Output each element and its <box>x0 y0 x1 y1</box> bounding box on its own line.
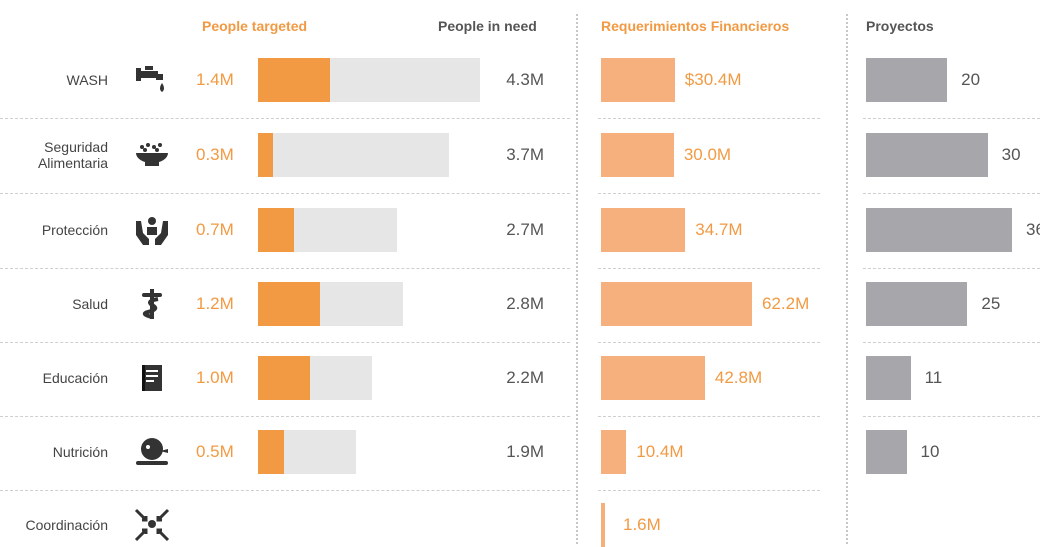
health-caduceus-icon <box>132 287 172 321</box>
people-targeted-value: 0.5M <box>196 442 234 461</box>
financial-bar <box>601 282 752 326</box>
people-in-need-value: 2.7M <box>506 220 544 239</box>
financial-value: 30.0M <box>683 145 732 164</box>
people-in-need-value: 4.3M <box>506 70 544 89</box>
coordination-arrows-icon <box>132 508 172 542</box>
water-tap-icon <box>132 63 172 97</box>
financial-value: 1.6M <box>623 515 661 534</box>
row-divider <box>0 490 570 491</box>
projects-value: 30 <box>1001 145 1021 164</box>
header-people-in-need: People in need <box>438 18 537 34</box>
row-divider <box>863 268 1040 269</box>
row-divider <box>598 490 820 491</box>
people-targeted-value: 0.7M <box>196 220 234 239</box>
education-book-icon <box>132 361 172 395</box>
row-divider <box>0 416 570 417</box>
financial-value: $30.4M <box>684 70 742 89</box>
food-bowl-icon <box>132 138 172 172</box>
sector-label: Coordinación <box>25 517 109 533</box>
sector-label: WASH <box>66 72 108 88</box>
sector-label: Nutrición <box>52 444 108 460</box>
people-targeted-bar <box>258 208 295 252</box>
projects-bar <box>866 356 911 400</box>
people-in-need-value: 1.9M <box>506 442 544 461</box>
row-divider <box>863 193 1040 194</box>
people-in-need-value: 2.2M <box>506 368 544 387</box>
row-divider <box>0 268 570 269</box>
people-in-need-value: 3.7M <box>506 145 544 164</box>
projects-value: 11 <box>924 368 943 387</box>
financial-value: 34.7M <box>695 220 743 239</box>
financial-bar <box>601 356 705 400</box>
projects-bar <box>866 208 1012 252</box>
projects-value: 25 <box>981 294 1001 313</box>
row-divider <box>598 268 820 269</box>
column-divider-projects <box>846 14 848 544</box>
people-targeted-bar <box>258 430 284 474</box>
header-projects: Proyectos <box>866 18 934 34</box>
people-targeted-value: 1.4M <box>196 70 234 89</box>
row-divider <box>0 118 570 119</box>
protection-hands-icon <box>132 213 172 247</box>
financial-bar <box>601 208 686 252</box>
header-people-targeted: People targeted <box>202 18 308 34</box>
financial-value: 10.4M <box>636 442 684 461</box>
financial-bar <box>601 133 674 177</box>
people-targeted-bar <box>258 133 274 177</box>
row-divider <box>863 342 1040 343</box>
financial-bar <box>601 430 627 474</box>
people-targeted-bar <box>258 58 331 102</box>
projects-bar <box>866 58 948 102</box>
financial-bar <box>601 58 675 102</box>
column-divider-financial <box>576 14 578 544</box>
people-targeted-value: 0.3M <box>196 145 234 164</box>
people-targeted-bar <box>258 282 320 326</box>
people-targeted-value: 1.2M <box>196 294 234 313</box>
sector-label: Protección <box>41 222 108 238</box>
financial-value: 62.2M <box>762 294 810 313</box>
row-divider <box>598 193 820 194</box>
sector-label: Salud <box>72 296 108 312</box>
nutrition-child-icon <box>132 435 172 469</box>
row-divider <box>863 118 1040 119</box>
projects-value: 36 <box>1026 220 1040 239</box>
row-divider <box>598 342 820 343</box>
row-divider <box>0 193 570 194</box>
financial-bar <box>601 503 605 547</box>
row-divider <box>598 416 820 417</box>
people-in-need-value: 2.8M <box>506 294 544 313</box>
projects-bar <box>866 282 968 326</box>
sector-label: Seguridad Alimentaria <box>37 139 108 171</box>
financial-value: 42.8M <box>714 368 763 387</box>
row-divider <box>598 118 820 119</box>
people-targeted-bar <box>258 356 310 400</box>
projects-bar <box>866 430 907 474</box>
header-financial: Requerimientos Financieros <box>601 18 790 34</box>
people-in-need-bar <box>258 133 450 177</box>
projects-value: 10 <box>920 442 940 461</box>
projects-value: 20 <box>961 70 981 89</box>
sector-label: Educación <box>42 370 108 386</box>
row-divider <box>0 342 570 343</box>
projects-bar <box>866 133 988 177</box>
row-divider <box>863 416 1040 417</box>
people-targeted-value: 1.0M <box>196 368 234 387</box>
